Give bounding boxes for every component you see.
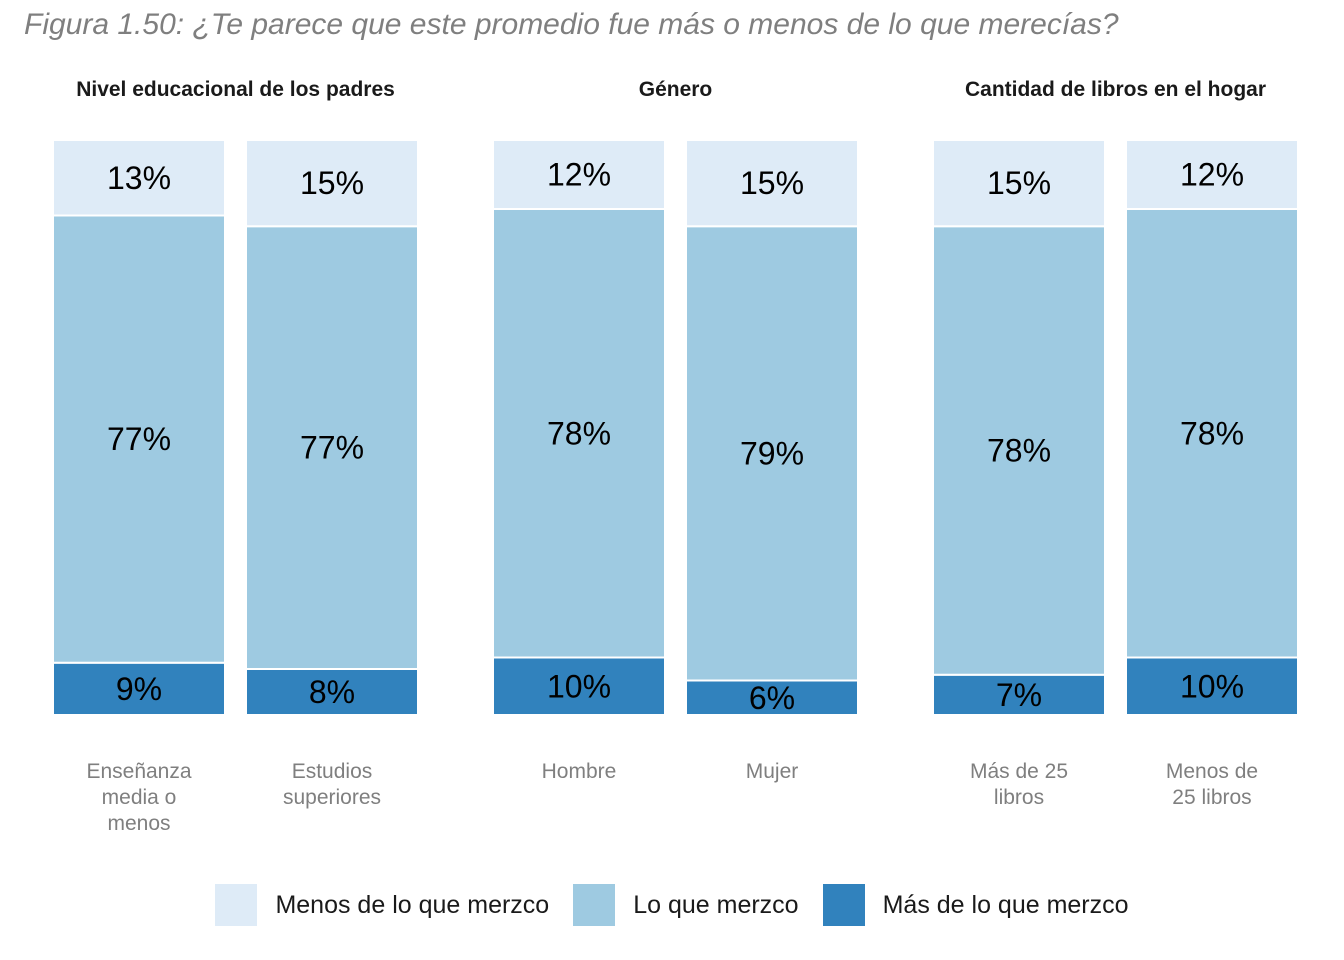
data-label: 79% [740, 435, 804, 471]
category-label: Mujer [746, 760, 799, 783]
legend-item-lo-que: Lo que merzco [573, 884, 799, 926]
bar-segment [1125, 208, 1299, 659]
category-label: Hombre [542, 760, 617, 783]
legend-swatch-lo-que [573, 884, 616, 926]
bar-segment [932, 673, 1106, 716]
data-label: 9% [116, 671, 162, 707]
bar-segment [245, 139, 419, 228]
data-label: 78% [987, 433, 1051, 469]
bar-segment [932, 225, 1106, 676]
data-label: 6% [749, 680, 795, 716]
data-label: 8% [309, 674, 355, 710]
panel-title: Género [639, 78, 713, 101]
category-label: Enseñanza media o menos [86, 760, 191, 835]
bar-segment [245, 668, 419, 716]
data-label: 77% [300, 430, 364, 466]
data-label: 12% [1180, 157, 1244, 193]
data-label: 13% [107, 160, 171, 196]
legend-item-menos: Menos de lo que merzco [215, 884, 549, 926]
data-label: 77% [107, 421, 171, 457]
panel-title: Nivel educacional de los padres [76, 78, 395, 101]
legend-label-mas: Más de lo que merzco [882, 890, 1129, 919]
bar-segment [685, 225, 859, 682]
category-label: Estudios superiores [283, 760, 381, 809]
data-label: 10% [547, 668, 611, 704]
bar-segment [492, 208, 666, 659]
data-label: 15% [740, 165, 804, 201]
legend-swatch-mas [822, 884, 865, 926]
bar-segment [1125, 139, 1299, 210]
panel-1: Nivel educacional de los padres 9% 77% 13% E… [52, 78, 419, 835]
stacked-bar-chart: Nivel educacional de los padres 9% 77% 13% E… [52, 78, 1299, 835]
data-label: 10% [1180, 668, 1244, 704]
legend-swatch-menos [215, 884, 258, 926]
data-label: 15% [987, 165, 1051, 201]
bar-segment [685, 139, 859, 228]
legend-label-menos: Menos de lo que merzco [275, 890, 550, 919]
data-label: 12% [547, 157, 611, 193]
bar-segment [52, 661, 226, 717]
legend-label-lo-que: Lo que merzco [633, 890, 799, 919]
bar-segment [932, 139, 1106, 228]
category-label: Más de 25 libros [970, 760, 1068, 809]
bar-segment [492, 139, 666, 210]
bar-segment [52, 139, 226, 217]
bar-segment [1125, 656, 1299, 716]
legend: Menos de lo que merzco Lo que merzco Más… [0, 884, 1344, 926]
data-label: 78% [1180, 415, 1244, 451]
bar-segment [492, 656, 666, 716]
panel-2: Género 10% 78% 12% Hombre 6% 79% 15% Mujer [492, 78, 859, 783]
legend-item-mas: Más de lo que merzco [822, 884, 1129, 926]
data-label: 15% [300, 165, 364, 201]
panel-title: Cantidad de libros en el hogar [965, 78, 1266, 101]
category-label: Menos de 25 libros [1166, 760, 1258, 809]
data-label: 7% [996, 677, 1042, 713]
bar-segment [245, 225, 419, 670]
panel-3: Cantidad de libros en el hogar 7% 78% 15% Má… [932, 78, 1299, 809]
data-label: 78% [547, 415, 611, 451]
figure-title: Figura 1.50: ¿Te parece que este promedi… [24, 8, 1119, 41]
